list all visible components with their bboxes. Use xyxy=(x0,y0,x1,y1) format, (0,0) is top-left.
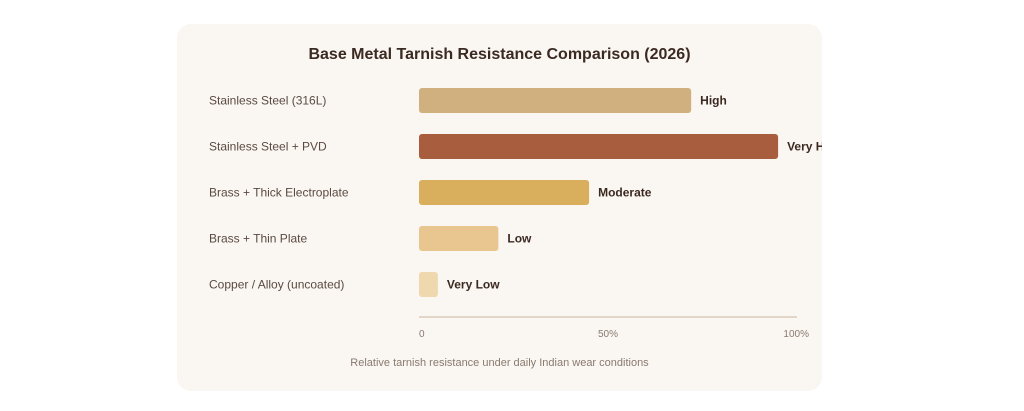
category-label: Brass + Thick Electroplate xyxy=(209,186,349,200)
category-label: Copper / Alloy (uncoated) xyxy=(209,278,344,292)
chart-title: Base Metal Tarnish Resistance Comparison… xyxy=(308,46,691,63)
data-label: Very Low xyxy=(447,278,500,292)
x-tick-label: 50% xyxy=(598,329,618,340)
x-tick-label: 100% xyxy=(783,329,809,340)
chart-caption: Relative tarnish resistance under daily … xyxy=(350,357,649,369)
x-tick-label: 0 xyxy=(419,329,425,340)
category-label: Stainless Steel (316L) xyxy=(209,94,326,108)
bar xyxy=(419,226,499,251)
data-label: Very High xyxy=(787,140,822,154)
bar xyxy=(419,272,438,297)
chart-card: Base Metal Tarnish Resistance Comparison… xyxy=(177,24,822,391)
bar xyxy=(419,134,779,159)
data-label: High xyxy=(700,94,727,108)
data-label: Moderate xyxy=(598,186,652,200)
category-label: Stainless Steel + PVD xyxy=(209,140,327,154)
bar-chart: Stainless Steel (316L) High Stainless Stee… xyxy=(209,88,822,340)
category-label: Brass + Thin Plate xyxy=(209,232,307,246)
bar xyxy=(419,180,590,205)
bar xyxy=(419,88,692,113)
data-label: Low xyxy=(507,232,532,246)
